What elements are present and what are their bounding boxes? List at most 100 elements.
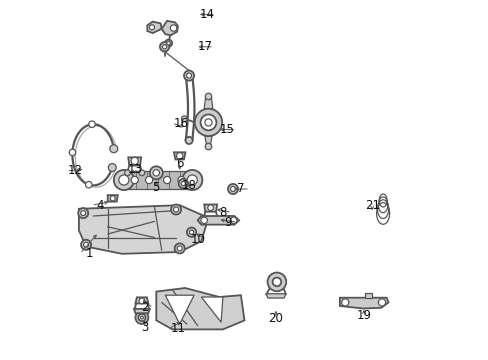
Text: 5: 5 [152, 181, 160, 194]
Circle shape [114, 170, 134, 190]
Circle shape [186, 228, 196, 237]
Polygon shape [204, 97, 212, 109]
Circle shape [166, 41, 170, 45]
Circle shape [135, 311, 148, 324]
Circle shape [85, 181, 92, 188]
Circle shape [110, 145, 118, 153]
Text: 12: 12 [68, 165, 82, 177]
Polygon shape [165, 295, 194, 324]
Circle shape [227, 184, 238, 194]
Circle shape [177, 246, 182, 251]
Circle shape [139, 298, 144, 304]
Text: 3: 3 [141, 321, 148, 334]
Circle shape [205, 143, 211, 150]
Circle shape [207, 205, 213, 211]
Circle shape [163, 176, 170, 184]
Text: 2: 2 [141, 301, 148, 314]
Circle shape [119, 175, 129, 185]
Polygon shape [123, 171, 192, 189]
Circle shape [162, 45, 166, 49]
Text: 15: 15 [219, 123, 234, 136]
Text: 1: 1 [85, 247, 93, 260]
Polygon shape [197, 216, 239, 225]
Circle shape [108, 163, 116, 171]
Text: 19: 19 [356, 309, 371, 322]
Circle shape [173, 207, 178, 212]
Circle shape [69, 149, 76, 156]
Circle shape [160, 42, 169, 51]
Circle shape [131, 176, 138, 184]
Text: 21: 21 [364, 199, 379, 212]
Circle shape [176, 153, 183, 159]
Polygon shape [128, 157, 141, 166]
Circle shape [181, 116, 187, 122]
Text: 11: 11 [170, 322, 185, 335]
Text: 20: 20 [268, 312, 283, 325]
Polygon shape [365, 293, 371, 298]
Text: 10: 10 [190, 233, 205, 246]
Circle shape [81, 240, 91, 250]
Text: 13: 13 [127, 163, 142, 176]
Text: 8: 8 [219, 206, 226, 219]
Polygon shape [107, 195, 118, 202]
Circle shape [186, 73, 191, 78]
Circle shape [174, 243, 184, 253]
Circle shape [267, 273, 285, 291]
Circle shape [185, 137, 192, 144]
Circle shape [182, 170, 202, 190]
Text: 9: 9 [224, 216, 232, 229]
Polygon shape [201, 297, 223, 322]
Circle shape [341, 299, 348, 306]
Circle shape [183, 71, 194, 81]
Circle shape [187, 175, 197, 185]
Polygon shape [204, 204, 217, 212]
Circle shape [204, 119, 212, 126]
Polygon shape [79, 205, 208, 254]
Circle shape [178, 179, 187, 188]
Circle shape [83, 242, 88, 247]
Circle shape [140, 316, 143, 319]
Circle shape [153, 170, 159, 176]
Circle shape [81, 211, 85, 216]
Circle shape [378, 299, 385, 306]
Circle shape [164, 40, 172, 47]
Polygon shape [156, 288, 244, 329]
Circle shape [189, 230, 193, 234]
Circle shape [110, 196, 115, 201]
Circle shape [124, 170, 130, 176]
Text: 7: 7 [237, 183, 244, 195]
Circle shape [178, 176, 185, 184]
Circle shape [89, 121, 95, 127]
Circle shape [149, 166, 163, 179]
Circle shape [230, 186, 235, 192]
Polygon shape [339, 298, 387, 309]
Text: 6: 6 [176, 157, 183, 170]
Circle shape [139, 170, 144, 176]
Polygon shape [162, 21, 178, 35]
Text: 18: 18 [181, 179, 196, 192]
Circle shape [145, 176, 152, 184]
Polygon shape [134, 309, 149, 313]
Text: 16: 16 [173, 117, 188, 130]
Circle shape [78, 208, 88, 218]
Polygon shape [265, 294, 285, 298]
Polygon shape [174, 152, 185, 159]
Circle shape [230, 217, 237, 224]
Circle shape [200, 114, 216, 130]
Circle shape [149, 25, 154, 30]
Circle shape [272, 278, 281, 286]
Circle shape [131, 157, 138, 165]
Polygon shape [204, 136, 212, 146]
Circle shape [194, 109, 222, 136]
Polygon shape [135, 297, 148, 303]
Circle shape [138, 314, 145, 321]
Circle shape [181, 181, 185, 186]
Circle shape [171, 204, 181, 215]
Text: 4: 4 [97, 199, 104, 212]
Text: 14: 14 [199, 8, 214, 21]
Circle shape [201, 217, 207, 224]
Circle shape [170, 25, 177, 31]
Polygon shape [147, 22, 162, 33]
Text: 17: 17 [197, 40, 212, 53]
Circle shape [205, 93, 211, 100]
